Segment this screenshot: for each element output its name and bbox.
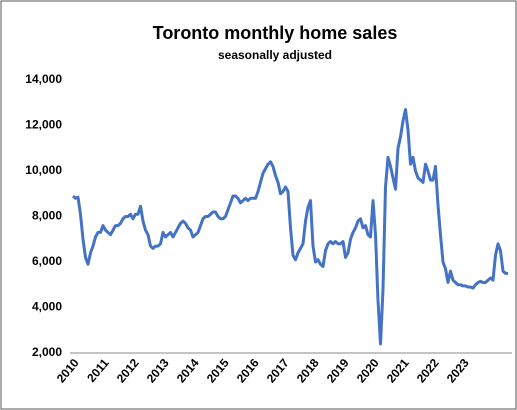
y-tick-label: 2,000 xyxy=(32,345,62,359)
y-tick-label: 14,000 xyxy=(25,72,62,86)
y-tick-label: 12,000 xyxy=(25,118,62,132)
y-tick-label: 6,000 xyxy=(32,254,62,268)
chart-title: Toronto monthly home sales xyxy=(153,23,398,43)
y-tick-label: 10,000 xyxy=(25,163,62,177)
y-tick-label: 8,000 xyxy=(32,209,62,223)
line xyxy=(71,108,508,346)
y-tick-label: 4,000 xyxy=(32,300,62,314)
chart-subtitle: seasonally adjusted xyxy=(218,48,332,62)
